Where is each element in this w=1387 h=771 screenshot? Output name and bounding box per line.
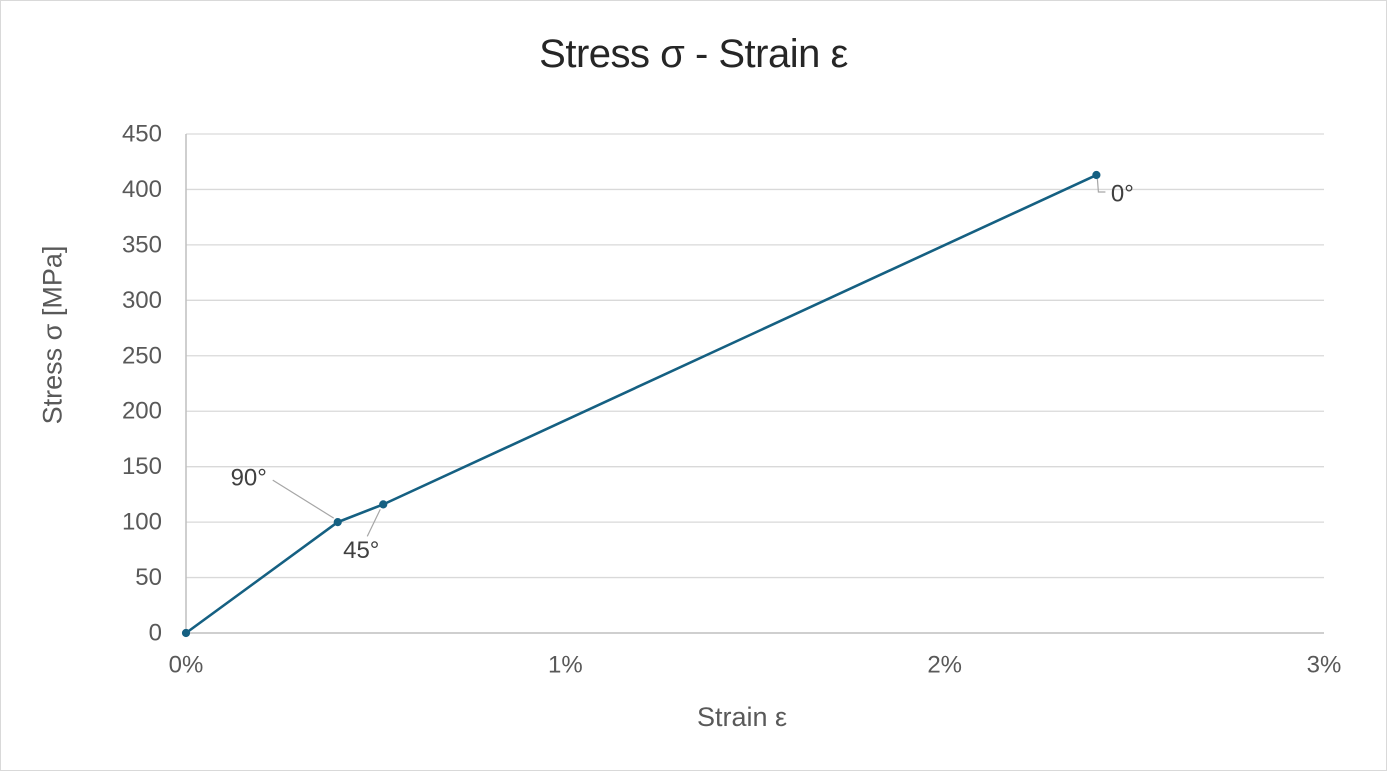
leader-line-90° [272,479,335,519]
point-label-90°: 90° [231,465,267,492]
y-tick-label-0: 0 [149,620,162,647]
leader-line-0° [1096,178,1106,193]
y-tick-label-100: 100 [122,509,162,536]
y-tick-label-200: 200 [122,398,162,425]
x-tick-label-2: 2% [927,652,962,679]
series-line-stress-strain-curve [184,173,1098,635]
x-axis-title: Strain ε [696,702,788,732]
y-tick-label-450: 450 [122,121,162,148]
data-point-marker [333,518,342,527]
y-tick-label-150: 150 [122,453,162,480]
y-tick-label-300: 300 [122,287,162,314]
leader-line-45° [366,509,381,537]
data-point-marker [379,500,388,509]
y-tick-label-50: 50 [135,564,162,591]
chart-title: Stress σ - Strain ε [539,32,848,76]
y-tick-label-400: 400 [122,176,162,203]
point-label-45°: 45° [343,537,379,564]
x-tick-label-0: 0% [169,652,204,679]
x-tick-label-3: 3% [1307,652,1342,679]
y-tick-label-350: 350 [122,231,162,258]
point-label-0°: 0° [1111,181,1134,208]
y-axis-title: Stress σ [MPa] [37,245,68,425]
y-tick-label-250: 250 [122,342,162,369]
data-point-marker [1092,170,1101,180]
data-point-marker [181,628,191,638]
x-tick-label-1: 1% [548,652,583,679]
